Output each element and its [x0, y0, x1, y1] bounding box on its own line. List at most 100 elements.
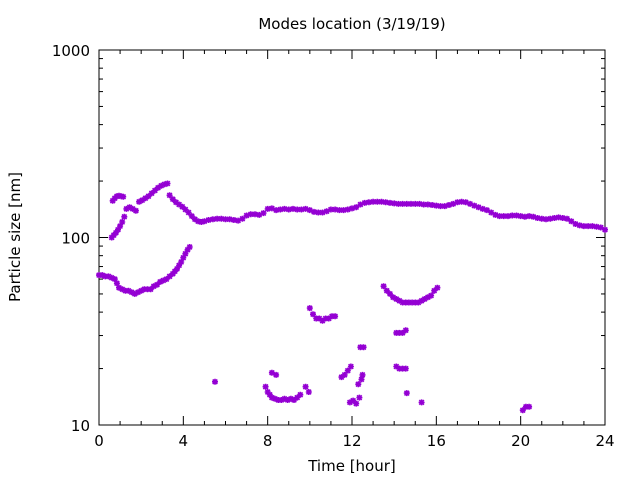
data-point	[395, 200, 402, 207]
data-point	[230, 217, 237, 223]
data-point	[205, 217, 212, 223]
data-point	[302, 383, 309, 390]
data-point	[247, 211, 254, 218]
data-point	[396, 365, 403, 372]
data-point	[361, 199, 368, 206]
data-point	[256, 211, 263, 218]
data-point	[147, 286, 154, 293]
data-point	[268, 394, 275, 401]
data-point	[387, 290, 393, 297]
data-point	[402, 299, 409, 306]
data-point	[131, 290, 138, 297]
data-point	[105, 273, 112, 280]
data-point	[120, 193, 127, 200]
y-tick-labels: 10 100 1000	[52, 42, 90, 435]
data-point	[402, 365, 409, 372]
data-point	[306, 207, 313, 214]
data-point	[393, 296, 400, 302]
data-point	[151, 187, 158, 194]
data-point	[145, 193, 152, 200]
data-point	[329, 313, 335, 320]
data-point	[121, 213, 128, 220]
data-point	[243, 212, 250, 219]
data-point	[534, 215, 541, 221]
plot-frame	[98, 49, 606, 426]
data-point	[173, 199, 179, 206]
data-point	[576, 222, 583, 229]
x-tick-label: 0	[94, 432, 104, 450]
data-point	[99, 272, 106, 279]
data-point	[589, 223, 596, 230]
data-point	[272, 395, 278, 402]
data-point	[399, 365, 406, 372]
data-point	[209, 216, 216, 223]
data-point	[446, 202, 452, 208]
data-point	[492, 211, 499, 218]
data-point	[593, 223, 600, 230]
data-point	[431, 287, 438, 294]
data-point	[139, 197, 146, 204]
data-point	[116, 284, 122, 291]
data-point	[418, 297, 425, 304]
data-point	[383, 287, 390, 294]
data-point	[559, 215, 566, 221]
x-axis-label: Time [hour]	[307, 457, 396, 475]
data-point	[179, 203, 186, 210]
data-point	[128, 289, 135, 296]
data-point	[132, 207, 139, 214]
data-point	[174, 265, 180, 272]
data-point	[568, 218, 575, 225]
data-point	[161, 181, 168, 188]
data-point	[155, 184, 161, 191]
data-point	[327, 206, 334, 213]
data-point	[403, 200, 410, 207]
data-point	[530, 213, 537, 220]
data-point	[297, 391, 304, 398]
data-point	[184, 246, 191, 253]
data-point	[475, 204, 482, 211]
data-point	[357, 201, 364, 208]
data-point	[264, 389, 271, 395]
data-point	[332, 313, 339, 320]
data-point	[543, 216, 549, 223]
data-point	[322, 315, 329, 322]
data-point	[235, 217, 242, 224]
y-tick-label: 100	[61, 230, 90, 248]
data-point	[311, 208, 317, 215]
data-point	[450, 200, 457, 207]
data-point	[142, 195, 149, 202]
data-point	[521, 213, 528, 220]
data-point	[547, 215, 554, 222]
data-point	[277, 206, 284, 213]
data-point	[479, 205, 486, 212]
data-point	[555, 214, 562, 221]
data-point	[287, 395, 294, 402]
data-point	[169, 196, 176, 203]
data-point	[176, 262, 183, 269]
data-point	[115, 226, 121, 233]
data-point	[291, 397, 297, 403]
data-point	[138, 287, 145, 294]
data-point	[346, 399, 353, 406]
data-point	[226, 216, 233, 223]
x-tick-label: 12	[342, 432, 361, 450]
data-point	[421, 296, 428, 302]
data-point	[158, 182, 165, 189]
data-point	[357, 344, 364, 351]
data-point	[399, 329, 406, 336]
data-point	[313, 315, 320, 322]
data-point	[164, 180, 171, 187]
data-point	[144, 286, 151, 293]
data-point	[396, 329, 403, 336]
data-point	[294, 206, 301, 213]
data-point	[273, 371, 280, 378]
data-point	[302, 205, 309, 212]
data-point	[467, 200, 474, 207]
data-point	[141, 286, 148, 293]
data-point	[526, 213, 533, 220]
data-point	[122, 287, 129, 294]
data-point	[408, 200, 414, 207]
data-point	[519, 407, 526, 414]
data-point	[399, 200, 406, 207]
